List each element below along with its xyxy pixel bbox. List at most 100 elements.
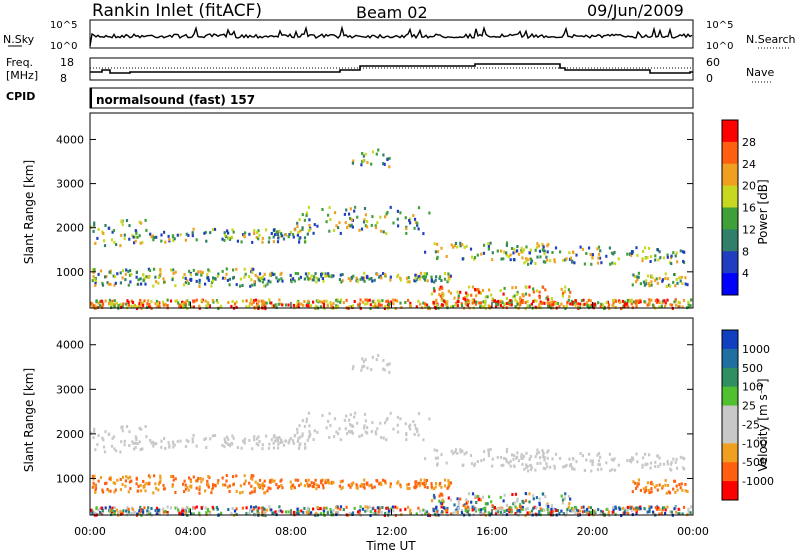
power-cell: [521, 250, 524, 254]
velocity-colorbar-frame: [721, 329, 739, 501]
velocity-cell: [471, 492, 475, 496]
velocity-cell: [111, 510, 114, 514]
velocity-cell: [680, 482, 683, 486]
power-cell: [583, 302, 586, 306]
power-cell: [127, 270, 130, 273]
velocity-cell: [598, 463, 602, 467]
power-cell: [369, 303, 372, 307]
power-cell: [541, 248, 544, 252]
power-cell: [314, 272, 317, 276]
power-cell: [500, 257, 503, 261]
velocity-cell: [91, 509, 94, 513]
velocity-cell: [534, 468, 537, 472]
velocity-cell: [503, 509, 506, 513]
velocity-cell: [268, 505, 271, 509]
power-cell: [231, 300, 234, 303]
velocity-cell: [349, 430, 352, 434]
velocity-cell: [330, 510, 333, 514]
power-cell: [596, 261, 600, 265]
velocity-cell: [369, 514, 372, 518]
power-cell: [305, 211, 308, 215]
velocity-cell: [625, 509, 628, 513]
velocity-cell: [439, 501, 442, 505]
velocity-cell: [539, 461, 542, 465]
velocity-cell: [212, 483, 215, 487]
velocity-cell: [241, 490, 244, 494]
power-cell: [204, 230, 207, 234]
power-cell: [648, 303, 651, 307]
velocity-cell: [115, 449, 118, 453]
power-cell: [442, 293, 445, 297]
velocity-cell: [505, 460, 508, 464]
velocity-cell: [267, 486, 270, 490]
power-cell: [474, 302, 478, 306]
power-cell: [457, 300, 460, 303]
power-cell: [195, 279, 198, 283]
velocity-cell: [646, 510, 649, 514]
xtick-label: 20:00: [577, 525, 609, 538]
velocity-cell: [132, 511, 135, 515]
velocity-cell: [174, 477, 177, 481]
power-cell: [303, 300, 306, 303]
power-cell: [366, 161, 369, 164]
power-cell: [269, 301, 272, 305]
velocity-cell: [91, 485, 94, 489]
velocity-cell: [296, 431, 299, 435]
power-cell: [538, 303, 541, 307]
velocity-cell: [301, 432, 304, 436]
power-cell: [475, 300, 478, 304]
power-cell: [439, 294, 442, 298]
power-cell: [643, 283, 646, 287]
power-cell: [396, 209, 399, 213]
velocity-cell: [641, 465, 644, 469]
velocity-colorbar-label: Velocity [m s⁻¹]: [756, 378, 770, 471]
power-cell: [490, 293, 493, 297]
power-cell: [600, 302, 603, 306]
power-cell: [588, 303, 591, 307]
velocity-cell: [491, 464, 494, 468]
power-cell: [528, 304, 531, 308]
power-cell: [440, 279, 443, 283]
velocity-cell: [206, 507, 209, 511]
velocity-cell: [231, 507, 234, 510]
power-cell: [125, 302, 128, 306]
velocity-cell: [329, 508, 332, 511]
power-cell: [414, 220, 418, 224]
power-cell: [623, 304, 626, 308]
power-cell: [125, 219, 129, 222]
power-cell: [445, 255, 448, 258]
velocity-cell: [553, 509, 556, 513]
power-cell: [335, 298, 338, 302]
velocity-cell: [363, 424, 366, 428]
velocity-cell: [375, 358, 378, 361]
velocity-cell: [496, 455, 499, 459]
power-cell: [310, 274, 313, 278]
velocity-cell: [419, 482, 422, 486]
velocity-cell: [257, 512, 260, 516]
power-cell: [518, 298, 522, 302]
power-cell: [303, 277, 306, 281]
power-cell: [457, 296, 460, 300]
velocity-cell: [562, 465, 565, 469]
velocity-cell: [122, 509, 125, 513]
power-cell: [258, 233, 261, 237]
power-cell: [250, 267, 253, 271]
velocity-cell: [413, 423, 417, 427]
velocity-cell: [216, 481, 219, 485]
velocity-cell: [495, 507, 498, 511]
velocity-cell: [626, 459, 629, 463]
power-cell: [513, 247, 516, 251]
velocity-cell: [207, 485, 210, 489]
power-cell: [366, 274, 369, 278]
velocity-cell: [305, 511, 308, 514]
power-cell: [157, 275, 161, 279]
power-cell: [536, 242, 539, 246]
power-cell: [459, 244, 462, 248]
power-cell: [409, 221, 412, 225]
power-cell: [480, 252, 483, 256]
velocity-cell: [547, 512, 550, 516]
power-cell: [585, 252, 588, 255]
velocity-cell: [250, 505, 253, 509]
velocity-cell: [465, 501, 468, 505]
